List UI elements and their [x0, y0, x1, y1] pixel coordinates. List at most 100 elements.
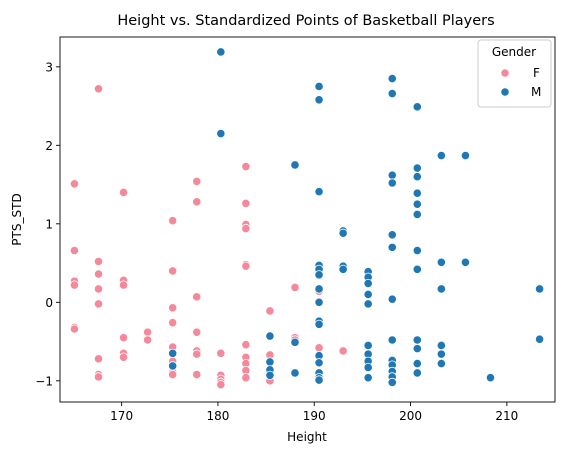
point-f-13	[93, 372, 104, 382]
point-m-72	[460, 257, 471, 267]
point-f-17	[118, 333, 129, 343]
point-f-36	[192, 369, 202, 380]
point-m-53	[412, 102, 422, 112]
x-tick-label-170: 170	[110, 409, 133, 423]
y-tick-label-1: 1	[45, 217, 53, 231]
point-m-66	[436, 257, 446, 267]
point-m-44	[387, 230, 397, 240]
point-f-24	[168, 303, 178, 313]
plot-frame	[59, 36, 556, 403]
legend-box	[477, 39, 552, 108]
point-m-74	[534, 284, 545, 294]
point-f-1	[69, 245, 80, 256]
x-tick-label-210: 210	[495, 409, 518, 423]
point-m-16	[314, 270, 324, 280]
point-f-29	[168, 369, 178, 380]
point-m-59	[412, 245, 422, 256]
point-m-64	[412, 368, 422, 378]
point-m-68	[436, 340, 446, 351]
x-axis-label: Height	[287, 430, 327, 444]
point-m-8	[290, 160, 300, 170]
point-f-43	[241, 198, 251, 209]
point-f-47	[241, 261, 251, 271]
point-f-6	[93, 84, 104, 94]
point-m-70	[436, 358, 446, 369]
point-m-33	[363, 289, 373, 300]
point-m-56	[412, 188, 422, 198]
point-m-34	[363, 299, 373, 309]
point-m-13	[314, 187, 324, 197]
point-m-11	[314, 81, 324, 92]
point-m-43	[387, 178, 397, 188]
point-f-23	[168, 266, 178, 276]
point-m-46	[387, 294, 397, 304]
point-f-11	[93, 354, 104, 364]
point-m-57	[412, 199, 422, 209]
x-tick-label-200: 200	[399, 409, 422, 423]
y-tick-label-3: 3	[45, 60, 53, 74]
point-f-63	[338, 346, 348, 356]
point-m-61	[412, 335, 422, 345]
chart-title: Height vs. Standardized Points of Basket…	[117, 13, 494, 29]
data-points	[69, 47, 545, 390]
point-m-18	[314, 297, 324, 307]
point-f-30	[192, 176, 202, 187]
point-m-58	[412, 209, 422, 219]
point-m-17	[314, 284, 324, 294]
legend: Gender F M	[477, 39, 552, 108]
point-m-63	[412, 358, 422, 369]
point-m-54	[412, 163, 422, 173]
point-f-31	[192, 197, 202, 207]
y-axis: −1 0 1 2 3	[35, 60, 60, 388]
point-f-25	[168, 318, 178, 328]
point-m-20	[314, 319, 324, 329]
point-m-40	[387, 74, 397, 84]
point-f-9	[93, 284, 104, 294]
legend-label-f: F	[533, 66, 540, 80]
point-f-48	[241, 340, 251, 350]
point-m-67	[436, 284, 446, 294]
point-m-3	[216, 128, 226, 139]
y-tick-label--1: −1	[35, 374, 53, 388]
point-f-62	[314, 343, 324, 353]
point-m-42	[387, 170, 397, 180]
point-m-71	[460, 150, 471, 161]
point-f-45	[241, 223, 251, 234]
legend-label-m: M	[531, 85, 541, 99]
plot-area	[60, 37, 555, 402]
point-m-7	[265, 370, 275, 380]
point-m-9	[290, 337, 300, 347]
point-m-10	[290, 368, 300, 378]
point-m-45	[387, 242, 397, 252]
point-f-21	[143, 335, 153, 345]
point-m-62	[412, 344, 422, 354]
point-m-73	[485, 373, 496, 383]
point-f-42	[241, 161, 251, 172]
point-f-5	[69, 324, 80, 334]
point-f-37	[216, 348, 226, 358]
point-m-1	[168, 361, 178, 371]
point-f-10	[93, 299, 104, 309]
point-f-19	[118, 352, 129, 362]
point-f-32	[192, 292, 202, 302]
point-f-14	[118, 187, 129, 198]
point-f-0	[69, 179, 80, 189]
point-m-0	[168, 348, 178, 358]
point-m-60	[412, 264, 422, 274]
point-m-12	[314, 95, 324, 105]
y-axis-label: PTS_STD	[10, 193, 24, 245]
point-m-27	[338, 228, 348, 238]
legend-marker-f	[500, 68, 510, 78]
point-m-75	[534, 334, 545, 344]
point-m-38	[363, 362, 373, 373]
point-m-25	[314, 375, 324, 385]
point-m-22	[314, 358, 324, 368]
legend-title: Gender	[492, 45, 536, 59]
point-f-41	[216, 380, 226, 390]
legend-marker-m	[500, 87, 510, 97]
x-tick-label-190: 190	[303, 409, 326, 423]
point-f-35	[192, 349, 202, 359]
y-tick-label-2: 2	[45, 139, 53, 153]
point-m-41	[387, 88, 397, 99]
